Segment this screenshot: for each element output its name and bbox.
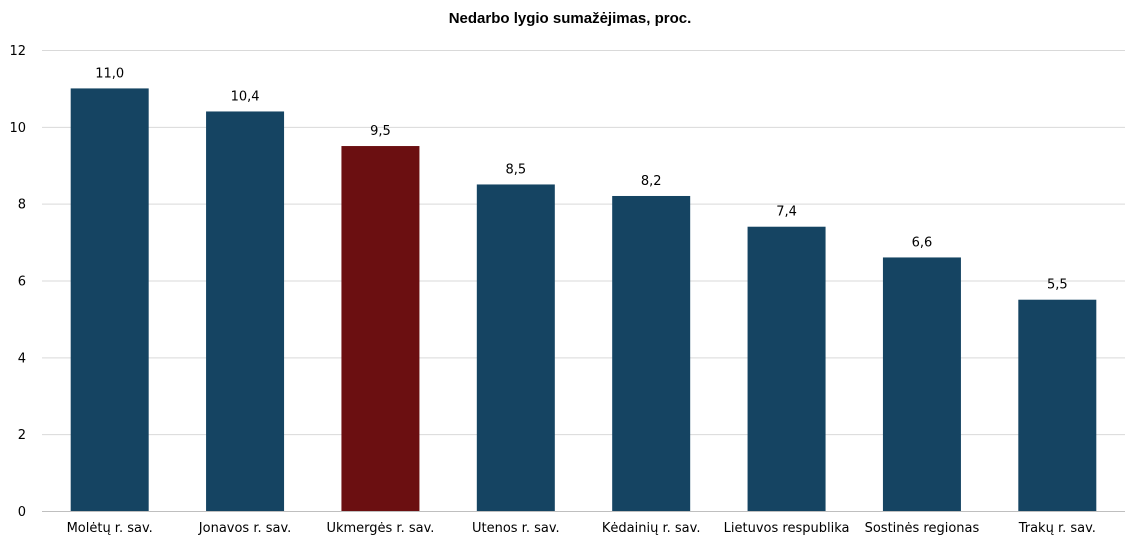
bars [70,88,1097,512]
bar [1018,299,1097,511]
data-label: 6,6 [912,235,933,250]
gridlines [42,50,1125,512]
bar [747,226,826,511]
x-tick-label: Ukmergės r. sav. [326,521,434,535]
x-tick-label: Sostinės regionas [865,521,980,535]
data-label: 5,5 [1047,278,1068,293]
y-tick-label: 8 [18,198,26,213]
y-tick-label: 2 [18,428,26,443]
bar [206,111,285,511]
y-tick-label: 10 [9,121,26,136]
data-label: 11,0 [95,66,124,81]
bar [341,146,420,511]
bar [882,257,961,511]
x-tick-label: Molėtų r. sav. [67,521,153,535]
x-tick-label: Kėdainių r. sav. [602,521,701,535]
y-tick-label: 6 [18,275,26,290]
y-tick-label: 0 [18,505,26,520]
x-axis-ticks: Molėtų r. sav. Jonavos r. sav. Ukmergės r.… [67,521,1096,535]
data-label: 9,5 [370,124,391,139]
bar [612,195,691,511]
y-tick-label: 12 [9,44,26,59]
x-tick-label: Trakų r. sav. [1018,521,1096,535]
bar [70,88,149,512]
y-tick-label: 4 [18,351,26,366]
data-label: 8,5 [505,162,526,177]
data-label: 10,4 [231,89,260,104]
x-tick-label: Jonavos r. sav. [198,521,292,535]
x-tick-label: Lietuvos respublika [724,521,850,535]
data-label: 7,4 [776,205,797,220]
data-labels: 11,0 10,4 9,5 8,5 8,2 7,4 6,6 5,5 [95,66,1067,292]
y-axis-ticks: 0 2 4 6 8 10 12 [9,44,26,520]
bar [476,184,555,512]
x-tick-label: Utenos r. sav. [472,521,560,535]
data-label: 8,2 [641,174,662,189]
chart-title: Nedarbo lygio sumažėjimas, proc. [449,10,692,27]
